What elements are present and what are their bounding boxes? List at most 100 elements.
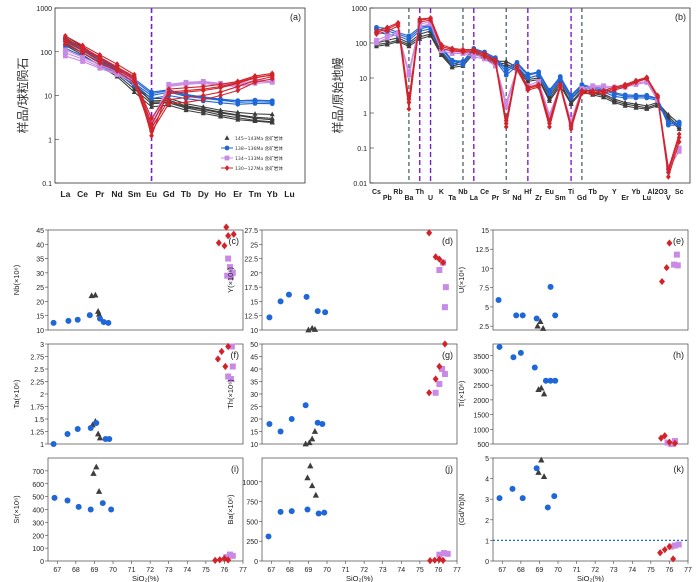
data-point <box>493 56 498 63</box>
data-point <box>441 371 448 377</box>
x-tick-label: 75 <box>202 567 210 574</box>
data-point <box>304 474 311 481</box>
x-category-label: Ce <box>480 189 489 196</box>
data-point <box>266 421 273 427</box>
plot-frame <box>47 229 244 331</box>
data-point <box>384 35 390 41</box>
y-tick-label: 3 <box>40 342 44 349</box>
x-category-label: Pr <box>492 195 500 202</box>
data-point <box>221 242 228 250</box>
data-point <box>436 551 443 558</box>
x-category-label: Sr <box>503 189 511 196</box>
data-point <box>514 59 520 65</box>
y-tick-label: 1000 <box>242 480 258 487</box>
x-tick-label: 74 <box>628 567 636 574</box>
data-point <box>212 556 219 564</box>
y-axis-label: U(×10⁶) <box>457 266 466 293</box>
data-point <box>311 428 319 434</box>
data-point <box>547 117 552 124</box>
data-point <box>439 366 446 372</box>
data-point <box>229 363 236 370</box>
y-tick-label: 10 <box>359 76 367 83</box>
data-point <box>538 384 545 391</box>
data-point <box>444 550 451 557</box>
data-point <box>252 111 258 116</box>
y-tick-label: 25 <box>250 405 258 412</box>
panel-f: 1 1.25 1.5 1.75 2 2.25 2.5 2.75 3 Ta(×10⁶) (f) <box>12 342 244 449</box>
data-point <box>568 118 574 124</box>
panel-label: (e) <box>673 236 684 246</box>
x-category-label: V <box>666 195 671 202</box>
y-axis-label: Ta(×10⁶) <box>12 379 21 408</box>
data-point <box>503 124 509 130</box>
data-point <box>538 456 545 463</box>
y-tick-label: 25 <box>36 285 44 292</box>
x-category-label: Ti <box>568 189 574 196</box>
data-point <box>663 264 670 272</box>
data-point <box>306 439 313 446</box>
panel-label: (d) <box>442 236 453 246</box>
data-point <box>676 138 682 145</box>
data-point <box>670 555 677 563</box>
data-point <box>166 96 172 103</box>
y-tick-label: 22.5 <box>244 257 258 264</box>
data-point <box>449 45 455 52</box>
legend-marker <box>224 165 230 171</box>
data-point <box>395 31 401 37</box>
data-point <box>674 262 681 269</box>
data-point <box>166 86 172 92</box>
data-point <box>544 504 551 511</box>
data-point <box>633 92 639 98</box>
legend-label: 145~143Ma 含矿岩体 <box>235 135 283 142</box>
data-point <box>644 74 650 81</box>
x-tick-label: 77 <box>453 567 461 574</box>
data-point <box>218 100 223 106</box>
x-category-label: Y <box>612 189 617 196</box>
data-point <box>590 90 596 97</box>
y-tick-label: 1 <box>363 111 367 118</box>
y-tick-label: 1000 <box>351 6 367 13</box>
y-tick-label: 2 <box>40 392 44 399</box>
data-point <box>62 36 68 43</box>
panel-i: 0 100 200 300 400 500 600 700 Sr(×10⁶) 67 68 69 70 71… <box>12 457 247 582</box>
data-point <box>269 119 275 125</box>
data-point <box>471 46 477 53</box>
data-point <box>227 264 233 271</box>
data-point <box>149 132 154 139</box>
data-point <box>374 31 379 37</box>
data-point <box>235 112 241 118</box>
panel-label: (h) <box>673 350 684 360</box>
data-point <box>105 319 112 326</box>
y-tick-label: 10 <box>36 328 44 335</box>
data-point <box>509 485 516 492</box>
data-point <box>552 312 559 319</box>
y-tick-label: 15 <box>250 430 258 437</box>
data-point <box>441 340 448 348</box>
data-point <box>75 503 82 510</box>
x-category-label: Ho <box>215 189 226 199</box>
data-point <box>449 57 455 63</box>
data-point <box>277 298 284 305</box>
y-tick-label: 100 <box>32 546 44 553</box>
x-category-label: Nb <box>458 189 467 196</box>
data-point <box>436 267 443 273</box>
y-tick-label: 0 <box>485 559 489 566</box>
y-tick-label: 2.5 <box>479 324 489 331</box>
data-point <box>87 506 94 513</box>
data-point <box>568 92 574 98</box>
legend-marker <box>224 135 230 140</box>
x-axis-label: SiO₂(%) <box>577 574 605 582</box>
data-point <box>675 541 682 548</box>
data-point <box>285 291 292 298</box>
data-point <box>406 69 412 75</box>
data-point <box>460 58 466 64</box>
data-point <box>503 117 509 124</box>
data-point <box>406 96 412 102</box>
data-point <box>531 364 538 371</box>
y-tick-label: 0 <box>254 559 258 566</box>
data-point <box>428 33 434 38</box>
y-tick-label: 3000 <box>473 368 489 375</box>
data-point <box>200 96 206 103</box>
data-point <box>672 542 678 549</box>
